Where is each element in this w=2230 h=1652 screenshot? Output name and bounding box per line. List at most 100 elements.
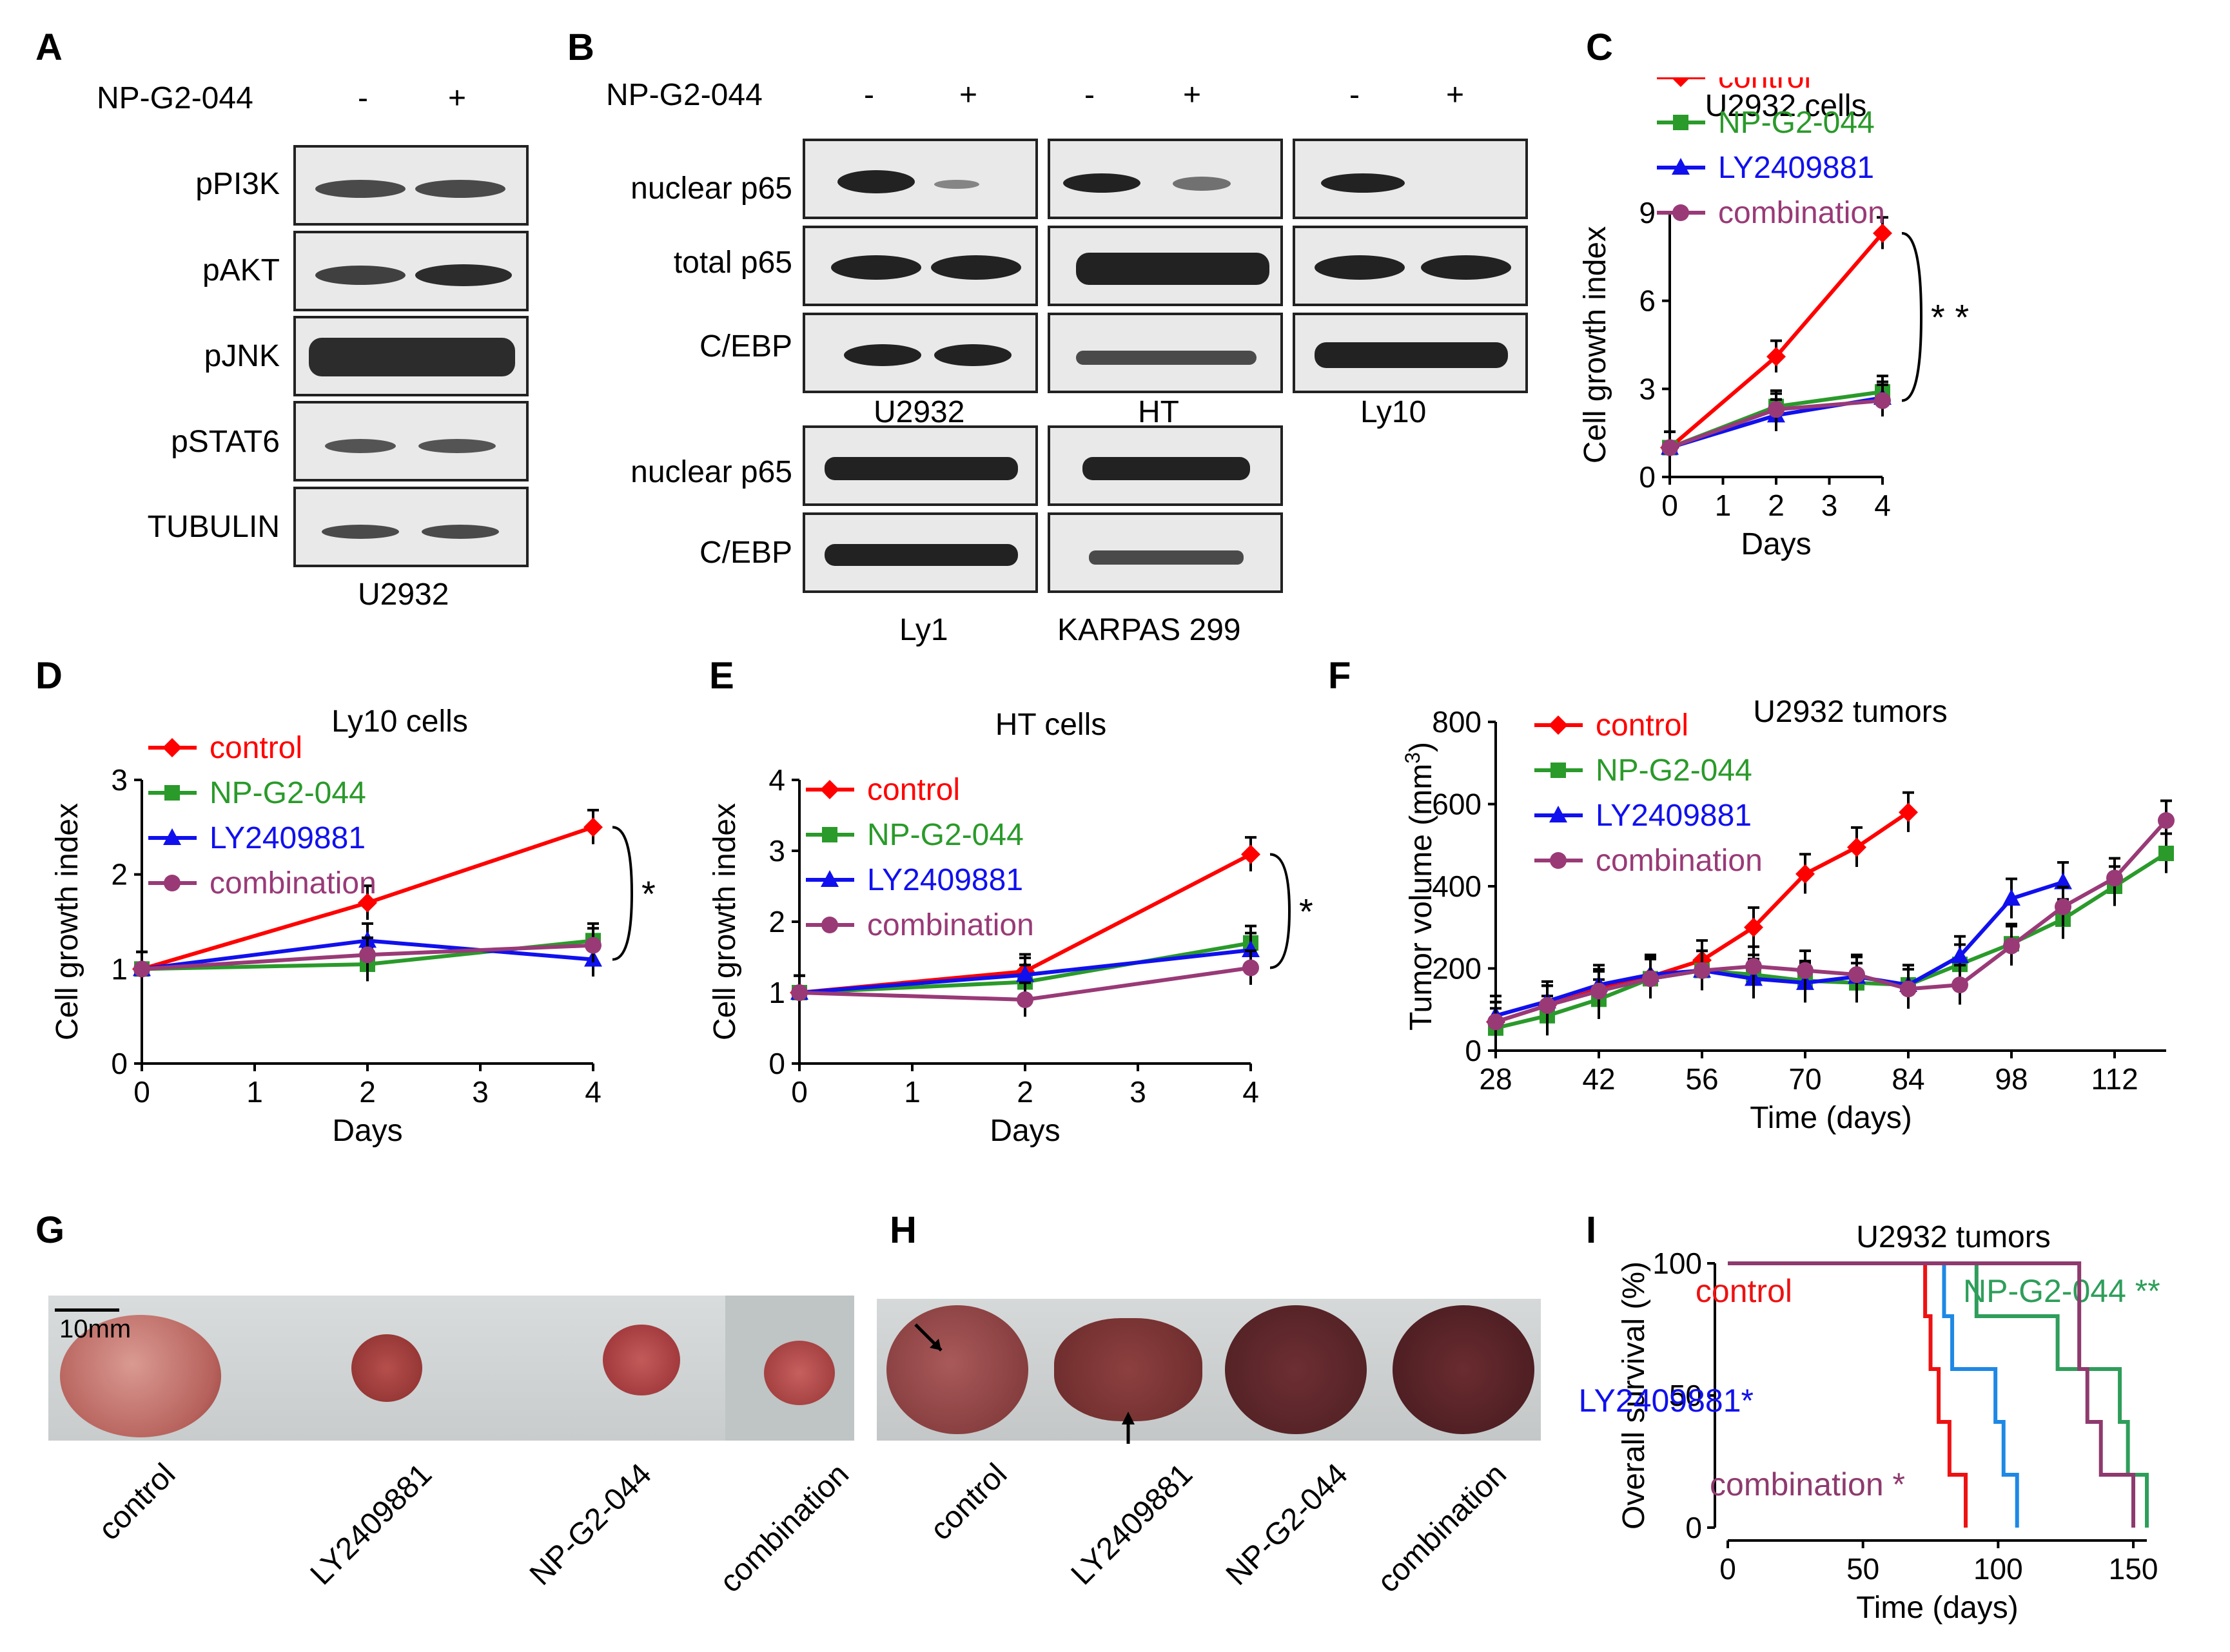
tumor-photo-strip: [48, 1296, 854, 1441]
blot-row-label: pAKT: [202, 253, 280, 287]
marker-circle: [164, 875, 181, 891]
x-tick-label: 98: [1995, 1062, 2028, 1096]
panel-b-minus: -: [1084, 78, 1095, 112]
blot-row-label: pJNK: [204, 339, 280, 373]
liver-arrows: [914, 1323, 1135, 1444]
blot-row-label: TUBULIN: [147, 510, 280, 544]
x-tick-label: 1: [246, 1075, 263, 1109]
legend-label: control: [1596, 708, 1688, 743]
marker-circle: [2055, 898, 2071, 915]
legend-label: NP-G2-044: [1596, 753, 1752, 788]
panel-b-plus: +: [959, 78, 978, 112]
x-axis-label: Time (days): [1750, 1101, 1912, 1135]
x-tick-label: 56: [1685, 1062, 1718, 1096]
survival-curve-control: [1728, 1261, 1968, 1528]
marker-triangle: [1672, 158, 1690, 175]
marker-square: [1550, 763, 1566, 778]
y-axis-label: Cell growth index: [708, 803, 742, 1040]
x-tick-label: 70: [1788, 1062, 1821, 1096]
legend-label: NP-G2-044: [867, 818, 1024, 852]
liver-control: [886, 1305, 1028, 1434]
y-tick-label: 0: [1685, 1511, 1702, 1544]
marker-square: [2158, 846, 2174, 861]
western-blot-strip: [1048, 313, 1283, 393]
chart-d-growth-ly10: 0 1 2 3 4 0 1 2 3 Days Cell growth index Ly10 cells…: [50, 705, 656, 1148]
y-axis-label: Cell growth index: [1578, 226, 1612, 463]
chart-f-tumor-volume: 28 42 56 70 84 98 112 0 200 400 600 800 Time (days) T…: [1401, 695, 2175, 1135]
y-tick-label: 400: [1432, 870, 1482, 903]
panel-label-h: H: [890, 1209, 917, 1251]
panel-label-g: G: [35, 1209, 65, 1251]
marker-circle: [1848, 966, 1865, 984]
panel-label-a: A: [35, 26, 63, 68]
blot-cell-line-label: Ly1: [899, 613, 948, 647]
blot-row-label: nuclear p65: [631, 171, 792, 206]
blot-row-label: C/EBP: [699, 536, 792, 570]
panel-b-minus: -: [1349, 78, 1360, 112]
western-blot-strip: [803, 139, 1038, 219]
survival-curve-combination: [1728, 1261, 2136, 1528]
panel-label-f: F: [1328, 655, 1351, 697]
x-tick-label: 1: [904, 1075, 921, 1109]
marker-triangle: [1951, 946, 1969, 964]
survival-label: control: [1696, 1273, 1792, 1309]
marker-diamond: [1549, 715, 1568, 735]
blot-row-label: total p65: [673, 246, 792, 280]
legend-label: LY2409881: [1718, 151, 1874, 185]
significance-mark: * *: [1931, 297, 1969, 338]
western-blot-strip: [803, 226, 1038, 306]
significance-mark: *: [1299, 891, 1313, 932]
chart-title: U2932 cells: [1705, 89, 1867, 123]
liver-np-g2-044: [1225, 1305, 1367, 1434]
survival-label: combination *: [1710, 1466, 1905, 1502]
x-tick-label: 2: [1017, 1075, 1033, 1109]
western-blot-strip: [1293, 226, 1528, 306]
marker-triangle: [2054, 872, 2072, 889]
tumor-combination: [764, 1341, 835, 1405]
marker-circle: [2106, 870, 2123, 887]
photo-label: LY2409881: [304, 1457, 439, 1592]
western-blot-strip: [293, 316, 529, 396]
marker-diamond: [583, 817, 603, 837]
marker-triangle: [821, 870, 839, 887]
western-blot-strip: [293, 487, 529, 567]
panel-label-d: D: [35, 655, 63, 697]
marker-triangle: [1016, 965, 1034, 982]
marker-circle: [1539, 996, 1556, 1014]
survival-label: NP-G2-044 **: [1963, 1273, 2160, 1309]
marker-circle: [1590, 982, 1607, 1000]
y-tick-label: 50: [1669, 1379, 1702, 1412]
marker-triangle: [2002, 889, 2020, 906]
y-tick-label: 3: [1639, 372, 1656, 405]
significance-bracket: [1269, 853, 1291, 969]
x-tick-label: 0: [133, 1075, 150, 1109]
marker-diamond: [1671, 77, 1690, 87]
marker-circle: [791, 984, 808, 1001]
survival-label: LY2409881*: [1578, 1383, 1754, 1419]
y-tick-label: 6: [1639, 284, 1656, 318]
x-tick-label: 2: [359, 1075, 376, 1109]
panel-label-b: B: [567, 26, 594, 68]
legend-label: control: [867, 773, 960, 807]
x-tick-label: 4: [1874, 489, 1891, 522]
western-blot-strip: [1048, 425, 1283, 506]
survival-curve-LY2409881: [1728, 1261, 2019, 1528]
marker-circle: [1951, 977, 1968, 993]
y-tick-label: 0: [1639, 460, 1656, 494]
y-tick-label: 100: [1652, 1247, 1702, 1280]
y-tick-label: 0: [1465, 1034, 1482, 1067]
x-tick-label: 1: [1715, 489, 1732, 522]
panel-a-treatment-label: NP-G2-044: [97, 81, 253, 115]
blot-row-label: pSTAT6: [171, 425, 280, 459]
panel-label-i: I: [1586, 1209, 1597, 1251]
scale-bar: [55, 1308, 119, 1312]
marker-diamond: [1847, 837, 1866, 857]
marker-circle: [1550, 852, 1567, 869]
y-axis-label: Cell growth index: [50, 803, 84, 1040]
x-axis-label: Days: [1741, 527, 1811, 561]
marker-circle: [1661, 439, 1678, 456]
y-tick-label: 3: [768, 834, 785, 868]
photo-label: control: [923, 1457, 1014, 1548]
y-tick-label: 800: [1432, 705, 1482, 739]
panel-label-e: E: [709, 655, 734, 697]
